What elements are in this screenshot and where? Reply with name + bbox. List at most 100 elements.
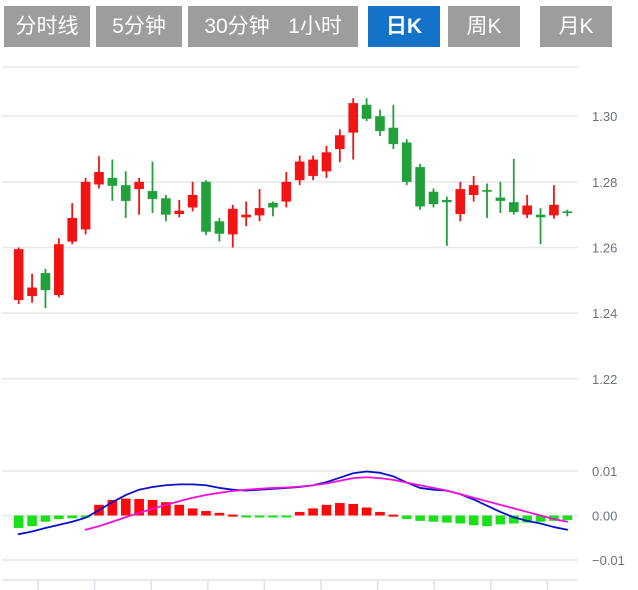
chart-area: 1.30 1.28 1.26 1.24 1.22 0.01 0.00 −0.01 bbox=[0, 53, 638, 590]
tab-5min[interactable]: 5分钟 bbox=[96, 6, 182, 47]
macd-bar bbox=[522, 515, 532, 523]
macd-axis-label: 0.01 bbox=[592, 464, 617, 479]
macd-bar bbox=[442, 515, 452, 523]
macd-bar bbox=[187, 508, 198, 516]
candle-body bbox=[308, 159, 318, 176]
price-axis-label: 1.24 bbox=[592, 306, 617, 321]
candle-body bbox=[161, 198, 171, 215]
macd-bar bbox=[13, 515, 24, 528]
candlestick-series bbox=[13, 98, 573, 309]
macd-bar bbox=[281, 515, 292, 518]
macd-bar bbox=[321, 504, 332, 516]
candle-body bbox=[214, 221, 225, 234]
candle-body bbox=[335, 135, 345, 150]
macd-bar bbox=[40, 515, 51, 522]
macd-bar bbox=[495, 515, 506, 525]
candle-body bbox=[482, 190, 492, 192]
macd-bar bbox=[201, 511, 211, 516]
candle-body bbox=[27, 287, 37, 297]
candle-body bbox=[455, 189, 466, 215]
candle-body bbox=[348, 103, 359, 133]
macd-bar bbox=[388, 514, 399, 517]
macd-bar bbox=[227, 514, 238, 517]
candle-body bbox=[508, 202, 519, 213]
macd-bar bbox=[134, 499, 144, 516]
macd-bar bbox=[27, 515, 37, 527]
price-axis-label: 1.28 bbox=[592, 175, 617, 190]
tab-1hour[interactable]: 1小时 bbox=[272, 6, 358, 47]
price-axis-label: 1.26 bbox=[592, 241, 617, 256]
macd-bar bbox=[161, 502, 171, 516]
macd-bar bbox=[361, 507, 372, 516]
macd-histogram bbox=[13, 498, 573, 528]
candle-body bbox=[134, 181, 144, 190]
candle-body bbox=[241, 214, 251, 218]
candle-body bbox=[361, 104, 372, 119]
macd-bar bbox=[268, 515, 278, 518]
tab-month-k[interactable]: 月K bbox=[540, 6, 612, 47]
candle-body bbox=[281, 181, 292, 202]
macd-bar bbox=[508, 515, 519, 524]
candle-body bbox=[375, 116, 385, 131]
candle-body bbox=[94, 172, 104, 185]
macd-bar bbox=[335, 503, 345, 516]
macd-bar bbox=[308, 508, 318, 516]
tab-day-k[interactable]: 日K bbox=[368, 6, 440, 47]
candle-body bbox=[428, 191, 439, 205]
candle-body bbox=[294, 161, 305, 181]
macd-bar bbox=[107, 499, 118, 516]
candle-body bbox=[107, 177, 118, 186]
candle-body bbox=[495, 197, 506, 201]
macd-bar bbox=[428, 515, 439, 522]
macd-bar bbox=[348, 503, 359, 516]
macd-bar bbox=[482, 515, 492, 527]
macd-axis-label: −0.01 bbox=[592, 553, 625, 568]
macd-bar bbox=[67, 515, 78, 519]
candle-body bbox=[67, 217, 78, 242]
candle-body bbox=[80, 181, 91, 230]
macd-bar bbox=[535, 515, 546, 522]
candle-body bbox=[201, 181, 211, 232]
candle-body bbox=[415, 167, 425, 207]
macd-bar bbox=[562, 515, 573, 520]
candle-body bbox=[40, 273, 51, 291]
candle-body bbox=[227, 208, 238, 235]
candle-body bbox=[562, 211, 573, 214]
macd-bar bbox=[415, 515, 425, 521]
price-axis-label: 1.30 bbox=[592, 109, 617, 124]
candle-body bbox=[120, 185, 131, 201]
macd-line-dea bbox=[84, 476, 569, 531]
candle-body bbox=[254, 208, 265, 216]
candle-body bbox=[13, 249, 24, 301]
tab-30min[interactable]: 30分钟 bbox=[188, 6, 286, 47]
candle-body bbox=[401, 142, 412, 182]
macd-bar bbox=[214, 512, 225, 516]
candle-body bbox=[54, 244, 64, 296]
tab-timeline[interactable]: 分时线 bbox=[4, 6, 90, 47]
price-axis-label: 1.22 bbox=[592, 372, 617, 387]
candle-body bbox=[388, 127, 399, 145]
candle-body bbox=[468, 185, 479, 195]
macd-axis-label: 0.00 bbox=[592, 509, 617, 524]
macd-bar bbox=[174, 504, 185, 516]
candle-body bbox=[442, 199, 452, 203]
candle-body bbox=[535, 214, 546, 218]
candle-body bbox=[522, 205, 532, 215]
macd-bar bbox=[294, 511, 305, 516]
candle-body bbox=[549, 204, 559, 216]
candle-body bbox=[321, 152, 332, 172]
tab-week-k[interactable]: 周K bbox=[448, 6, 520, 47]
macd-bar bbox=[241, 515, 251, 518]
candle-body bbox=[147, 191, 158, 199]
chart-svg: 1.30 1.28 1.26 1.24 1.22 0.01 0.00 −0.01 bbox=[2, 66, 625, 590]
macd-bar bbox=[80, 515, 91, 518]
macd-bar bbox=[401, 515, 412, 520]
candle-body bbox=[187, 194, 198, 208]
macd-bar bbox=[455, 515, 466, 524]
macd-bar bbox=[147, 499, 158, 516]
macd-bar bbox=[54, 515, 64, 520]
macd-bar bbox=[254, 515, 265, 518]
timeframe-tab-bar: 分时线 5分钟 30分钟 1小时 日K 周K 月K bbox=[0, 0, 638, 53]
macd-bar bbox=[468, 515, 479, 526]
candle-body bbox=[174, 210, 185, 215]
